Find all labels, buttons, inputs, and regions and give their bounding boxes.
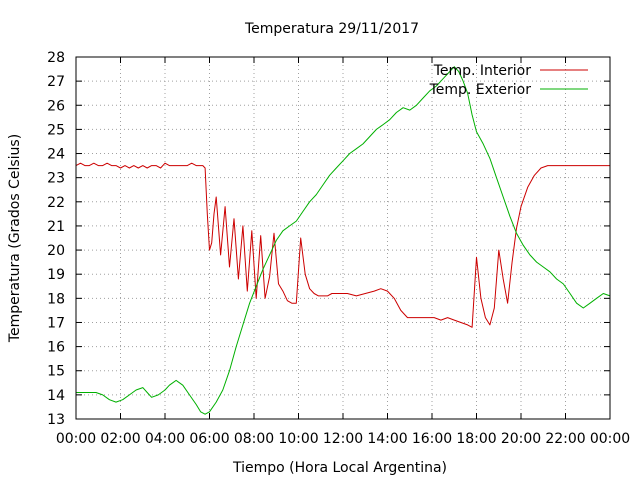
y-tick-label: 22 <box>47 195 65 211</box>
y-tick-label: 24 <box>47 147 65 163</box>
x-tick-label: 06:00 <box>189 431 229 447</box>
x-tick-label: 14:00 <box>367 431 407 447</box>
x-tick-label: 12:00 <box>323 431 363 447</box>
y-tick-label: 14 <box>47 388 65 404</box>
chart-title: Temperatura 29/11/2017 <box>244 21 419 37</box>
series-line-interior <box>75 162 610 328</box>
x-tick-label: 04:00 <box>145 431 185 447</box>
series-line-exterior <box>76 66 611 415</box>
y-tick-label: 23 <box>47 171 65 187</box>
y-tick-label: 19 <box>47 267 65 283</box>
y-tick-label: 15 <box>47 364 65 380</box>
x-tick-label: 20:00 <box>501 431 541 447</box>
grid <box>76 57 610 419</box>
y-axis-label: Temperatura (Grados Celsius) <box>7 134 23 343</box>
x-tick-label: 10:00 <box>278 431 318 447</box>
legend-label: Temp. Interior <box>433 63 532 79</box>
y-tick-label: 17 <box>47 315 65 331</box>
y-tick-label: 16 <box>47 340 65 356</box>
x-axis-label: Tiempo (Hora Local Argentina) <box>232 460 447 476</box>
y-tick-label: 28 <box>47 50 65 66</box>
y-tick-label: 21 <box>47 219 65 235</box>
y-tick-label: 18 <box>47 291 65 307</box>
x-tick-label: 00:00 <box>56 431 96 447</box>
x-tick-label: 18:00 <box>456 431 496 447</box>
x-tick-label: 16:00 <box>412 431 452 447</box>
x-tick-label: 02:00 <box>100 431 140 447</box>
y-tick-label: 26 <box>47 98 65 114</box>
y-tick-label: 13 <box>47 412 65 428</box>
legend: Temp. Interior Temp. Exterior <box>429 63 588 98</box>
x-tick-label: 00:00 <box>590 431 630 447</box>
y-tick-label: 20 <box>47 243 65 259</box>
y-tick-label: 25 <box>47 122 65 138</box>
x-tick-label: 22:00 <box>545 431 585 447</box>
series-lines <box>75 66 611 415</box>
legend-label: Temp. Exterior <box>429 82 532 98</box>
x-tick-label: 08:00 <box>234 431 274 447</box>
y-tick-label: 27 <box>47 74 65 90</box>
